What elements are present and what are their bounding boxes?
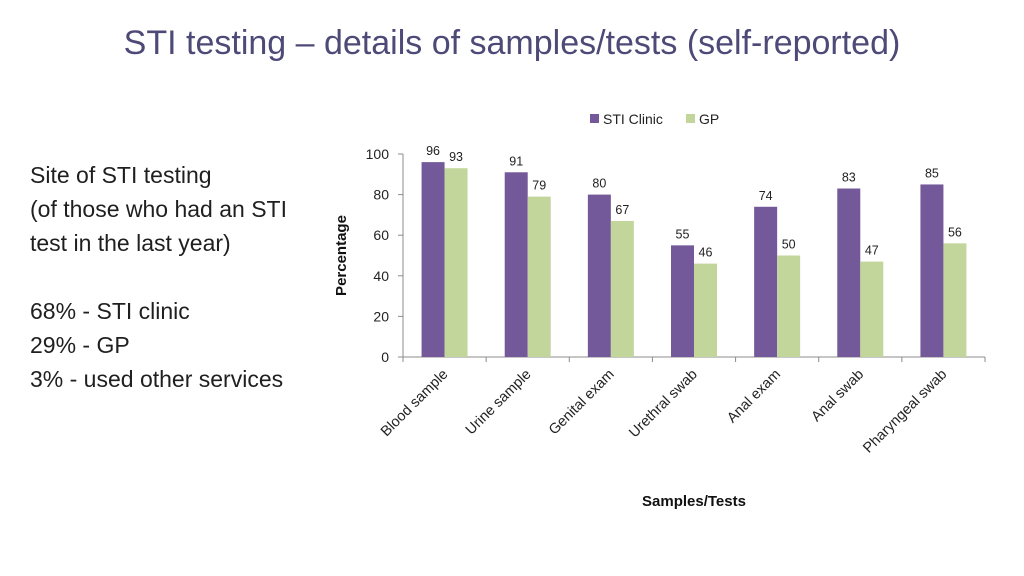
legend-label: STI Clinic: [603, 111, 663, 127]
summary-heading-line: Site of STI testing: [30, 162, 212, 188]
data-label: 74: [759, 189, 773, 203]
testing-site-summary: Site of STI testing (of those who had an…: [30, 158, 330, 396]
summary-heading-line: (of those who had an STI: [30, 196, 287, 222]
y-axis-title: Percentage: [333, 215, 350, 296]
data-label: 93: [449, 150, 463, 164]
legend-swatch-gp: [686, 114, 695, 123]
data-label: 67: [615, 203, 629, 217]
y-tick-label: 100: [366, 146, 390, 162]
y-tick-label: 20: [373, 308, 389, 324]
legend-label: GP: [699, 111, 719, 127]
bar-sti-clinic: [920, 184, 944, 357]
data-label: 79: [532, 179, 546, 193]
x-axis-title: Samples/Tests: [642, 493, 746, 510]
bar-gp: [777, 255, 801, 357]
x-category-label: Genital exam: [546, 367, 618, 439]
bar-sti-clinic: [837, 188, 861, 357]
x-category-label: Blood sample: [378, 367, 451, 440]
summary-stat-other: 3% - used other services: [30, 366, 284, 392]
bar-sti-clinic: [504, 172, 528, 357]
summary-heading-line: test in the last year): [30, 230, 231, 256]
x-category-label: Anal swab: [808, 367, 867, 426]
summary-stat-gp: 29% - GP: [30, 332, 130, 358]
data-label: 80: [592, 177, 606, 191]
data-label: 46: [699, 246, 713, 260]
x-category-label: Urethral swab: [626, 367, 701, 442]
data-label: 50: [782, 238, 796, 252]
bar-gp: [527, 196, 551, 357]
data-label: 85: [925, 166, 939, 180]
data-label: 91: [509, 154, 523, 168]
legend-swatch-sti-clinic: [590, 114, 599, 123]
data-label: 83: [842, 171, 856, 185]
bar-sti-clinic: [671, 245, 694, 357]
y-tick-label: 80: [373, 187, 389, 203]
data-label: 55: [676, 227, 690, 241]
summary-stat-sti-clinic: 68% - STI clinic: [30, 298, 190, 324]
bar-gp: [860, 261, 884, 357]
y-tick-label: 0: [381, 349, 389, 365]
x-category-label: Pharyngeal swab: [860, 367, 950, 457]
y-tick-label: 60: [373, 227, 389, 243]
bar-gp: [694, 263, 717, 357]
data-label: 56: [948, 225, 962, 239]
data-label: 96: [426, 144, 440, 158]
bar-sti-clinic: [754, 206, 778, 357]
bar-sti-clinic: [587, 194, 611, 357]
bar-gp: [943, 243, 967, 357]
bar-sti-clinic: [421, 162, 445, 357]
x-category-label: Urine sample: [463, 367, 535, 439]
x-category-label: Anal exam: [724, 367, 784, 427]
bar-gp: [610, 220, 634, 357]
y-tick-label: 40: [373, 268, 389, 284]
bar-gp: [444, 168, 468, 357]
data-label: 47: [865, 244, 879, 258]
page-title: STI testing – details of samples/tests (…: [123, 24, 901, 62]
